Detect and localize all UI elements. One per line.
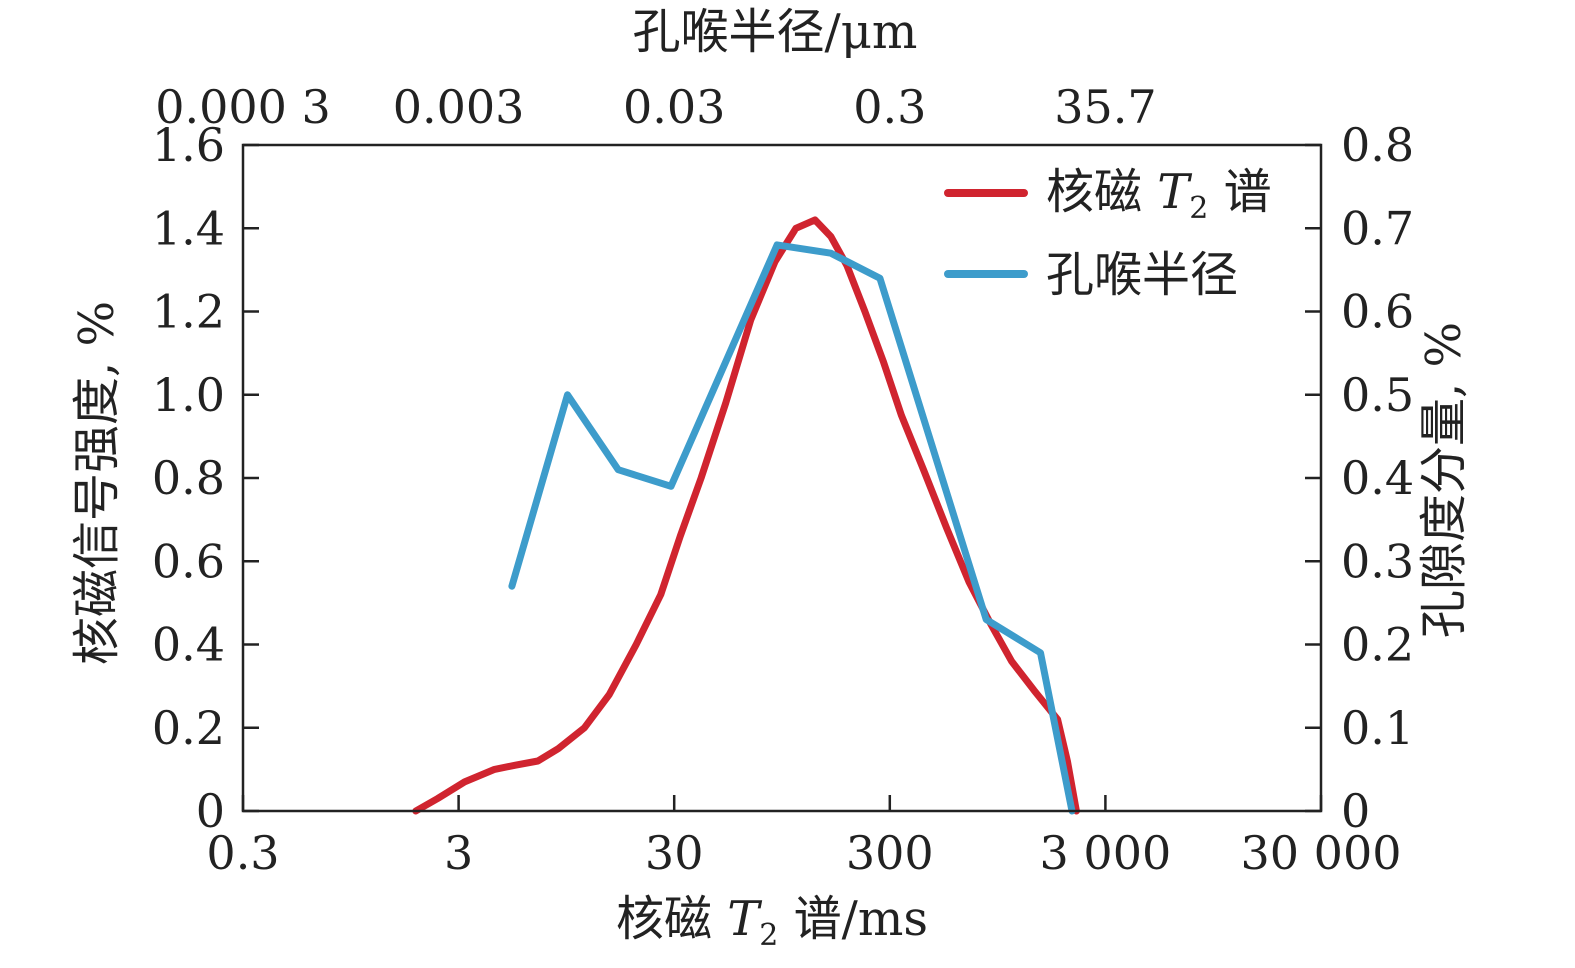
x-tick-label: 30 [645,826,704,880]
y-right-tick-label: 0.7 [1341,201,1414,255]
x-tick-label: 3 000 [1040,826,1172,880]
y-left-tick-label: 0.4 [152,618,225,672]
y-right-tick-label: 0.8 [1341,118,1414,172]
y-left-tick-label: 1.2 [152,285,225,339]
y-left-tick-label: 0 [196,784,225,838]
plot-series [412,216,1080,815]
top-tick-label: 0.3 [853,80,926,134]
x-tick-label: 30 000 [1241,826,1402,880]
x-tick-label: 0.3 [206,826,279,880]
top-tick-label: 0.000 3 [155,80,331,134]
x-tick-label: 3 [444,826,473,880]
y-right-axis-title: 孔隙度分量, % [1416,322,1472,638]
legend-label-nmr-suffix: 谱 [1208,164,1271,220]
legend-label-nmr-variable: T [1157,164,1192,220]
top-tick-label: 0.03 [623,80,725,134]
y-right-tick-label: 0 [1341,784,1370,838]
y-right-tick-label: 0.5 [1341,368,1414,422]
legend-label-nmr: 核磁 T2 谱 [1046,164,1272,226]
legend-label-pore: 孔喉半径 [1046,247,1238,303]
x-axis-title-variable: T [727,891,762,947]
x-axis-title-subscript: 2 [759,918,778,953]
x-axis-title-prefix: 核磁 [616,891,727,947]
y-left-tick-label: 1.6 [152,118,225,172]
y-left-tick-label: 0.8 [152,451,225,505]
top-tick-label: 35.7 [1054,80,1156,134]
legend: 核磁 T2 谱 孔喉半径 [944,164,1272,303]
y-left-axis-title: 核磁信号强度, % [69,301,125,665]
x-tick-label: 300 [846,826,934,880]
x-axis-title: 核磁 T2 谱/ms [616,891,928,953]
y-left-tick-label: 0.6 [152,534,225,588]
y-left-tick-label: 1.4 [152,201,225,255]
top-axis-title: 孔喉半径/μm [633,4,918,60]
y-left-tick-label: 0.2 [152,701,225,755]
top-tick-label: 0.003 [393,80,525,134]
y-right-tick-label: 0.1 [1341,701,1414,755]
y-right-tick-label: 0.2 [1341,618,1414,672]
y-right-tick-label: 0.4 [1341,451,1414,505]
legend-label-nmr-subscript: 2 [1189,191,1208,226]
axis-ticks: 0 0.2 0.4 0.6 0.8 1.0 1.2 1.4 1.6 0 0.1 0.2 0.3 0.4 0.… [152,80,1414,880]
y-left-tick-label: 1.0 [152,368,225,422]
legend-label-nmr-prefix: 核磁 [1046,164,1157,220]
y-right-tick-label: 0.3 [1341,534,1414,588]
x-axis-title-suffix: 谱/ms [778,891,928,947]
series-line-pore [508,241,1076,815]
y-right-tick-label: 0.6 [1341,285,1414,339]
